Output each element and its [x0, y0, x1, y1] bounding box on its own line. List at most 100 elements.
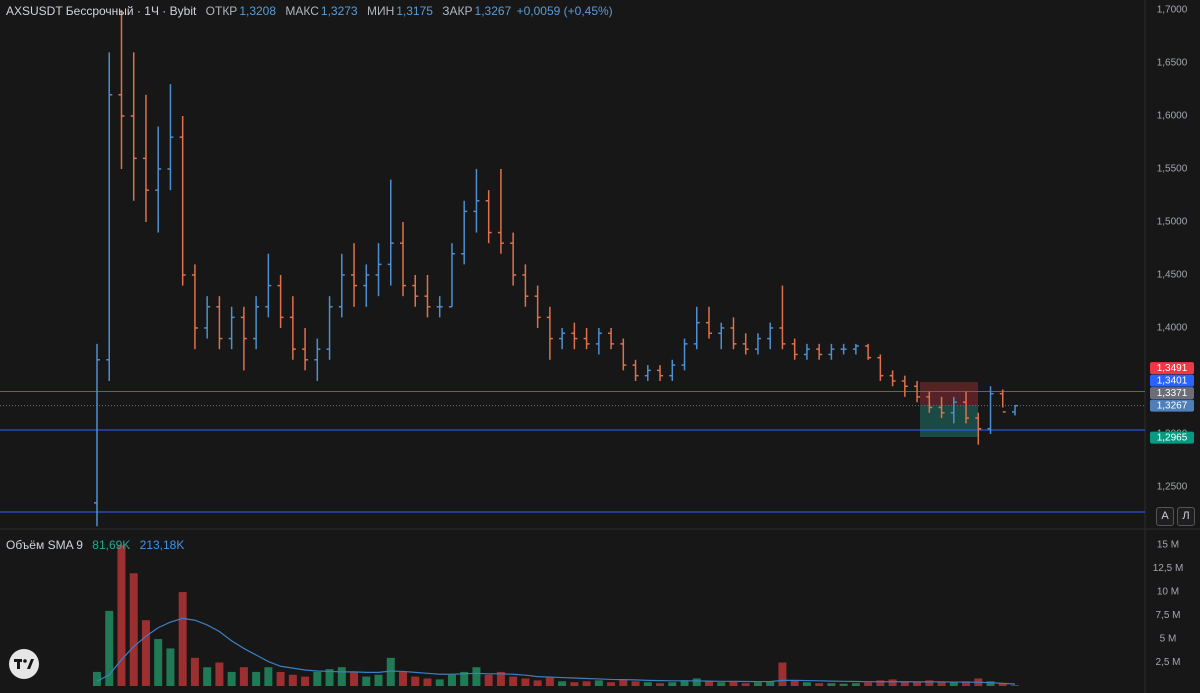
volume-title: Объём SMA 9: [6, 538, 83, 552]
ohlc-label: МИН: [366, 4, 395, 18]
volume-bar: [288, 674, 297, 686]
ohlc-value: 1,3273: [320, 4, 358, 18]
sma-value: 213,18K: [139, 538, 185, 552]
y-tick-label: 1,4000: [1157, 323, 1188, 334]
price-label-box: [1150, 362, 1194, 375]
volume-bar: [986, 681, 995, 686]
volume-bar: [656, 683, 665, 686]
price-label: 1,2965: [1157, 432, 1188, 443]
ohlc-value: 1,3208: [239, 4, 277, 18]
volume-bar: [766, 681, 775, 686]
price-label: 1,3491: [1157, 363, 1188, 374]
volume-bar: [925, 680, 934, 686]
y-tick-label: 15 M: [1157, 540, 1179, 551]
volume-bar: [937, 681, 946, 686]
volume-bar: [680, 680, 689, 686]
volume-bar: [717, 682, 726, 686]
y-tick-label: 1,6000: [1157, 111, 1188, 122]
volume-bar: [949, 682, 958, 686]
volume-bar: [668, 682, 677, 686]
ohlc-label: МАКС: [285, 4, 319, 18]
price-label-box: [1150, 399, 1194, 412]
volume-bar: [203, 667, 212, 686]
volume-bar: [888, 679, 897, 686]
auto-scale-button[interactable]: А: [1156, 507, 1174, 526]
y-tick-label: 1,7000: [1157, 5, 1188, 16]
volume-bar: [276, 671, 285, 686]
volume-bar: [521, 678, 530, 686]
volume-bar: [900, 681, 909, 686]
volume-bar: [619, 679, 628, 686]
volume-bar: [864, 682, 873, 686]
volume-bar: [729, 681, 738, 686]
volume-bar: [509, 676, 518, 686]
price-change: +0,0059 (+0,45%): [516, 4, 613, 18]
volume-bar: [337, 667, 346, 686]
volume-bar: [472, 667, 481, 686]
price-label: 1,3401: [1157, 375, 1188, 386]
volume-bar: [362, 676, 371, 686]
volume-bar: [105, 610, 114, 686]
volume-bar: [386, 657, 395, 686]
volume-bar: [913, 682, 922, 686]
volume-bar: [790, 680, 799, 686]
log-scale-button[interactable]: Л: [1177, 507, 1195, 526]
ohlc-value: 1,3267: [474, 4, 512, 18]
volume-bar: [496, 671, 505, 686]
volume-bar: [778, 662, 787, 686]
symbol-header: AXSUSDT Бессрочный · 1Ч · Bybit ОТКР 1,32…: [6, 4, 615, 18]
volume-bar: [435, 679, 444, 686]
volume-bar: [741, 683, 750, 686]
volume-bar: [399, 671, 407, 686]
y-tick-label: 1,6500: [1157, 58, 1188, 69]
price-label: 1,3371: [1157, 388, 1188, 399]
ohlc-value: 1,3175: [396, 4, 433, 18]
volume-bar: [117, 545, 126, 686]
volume-bar: [827, 683, 836, 686]
volume-bar: [631, 681, 640, 686]
volume-header: Объём SMA 9 81,69K 213,18K: [6, 538, 186, 552]
volume-bar: [460, 671, 469, 686]
volume-bar: [93, 671, 101, 686]
volume-bar: [447, 674, 456, 686]
volume-bar: [533, 680, 542, 686]
price-label-box: [1150, 387, 1194, 400]
volume-bar: [815, 683, 824, 686]
y-tick-label: 7,5 M: [1155, 610, 1180, 621]
volume-bar: [301, 676, 310, 686]
position-stop-zone: [920, 382, 978, 405]
volume-bar: [607, 682, 616, 686]
volume-bar: [313, 671, 322, 686]
y-tick-label: 2,5 M: [1155, 657, 1180, 668]
price-label-box: [1150, 431, 1194, 444]
volume-bar: [753, 682, 762, 686]
volume-bar: [558, 681, 567, 686]
volume-bar: [374, 674, 383, 686]
volume-bar: [178, 592, 187, 686]
volume-bar: [141, 620, 150, 686]
price-label-box: [1150, 374, 1194, 387]
volume-bar: [705, 681, 713, 686]
ohlc-label: ОТКР: [205, 4, 238, 18]
volume-bar: [190, 657, 199, 686]
volume-bar: [350, 671, 359, 686]
volume-bar: [802, 682, 811, 686]
y-tick-label: 5 M: [1160, 634, 1177, 645]
volume-bar: [851, 683, 860, 686]
volume-bar: [1011, 685, 1019, 686]
y-tick-label: 1,4500: [1157, 270, 1188, 281]
volume-value: 81,69K: [92, 538, 131, 552]
volume-bar: [582, 681, 591, 686]
y-tick-label: 1,5500: [1157, 164, 1188, 175]
volume-bar: [692, 678, 701, 686]
volume-bar: [643, 682, 652, 686]
volume-bar: [129, 573, 138, 686]
volume-bar: [215, 662, 224, 686]
y-tick-label: 1,5000: [1157, 217, 1188, 228]
price-label: 1,3267: [1157, 400, 1188, 411]
volume-bar: [264, 667, 273, 686]
volume-bar: [876, 680, 885, 686]
